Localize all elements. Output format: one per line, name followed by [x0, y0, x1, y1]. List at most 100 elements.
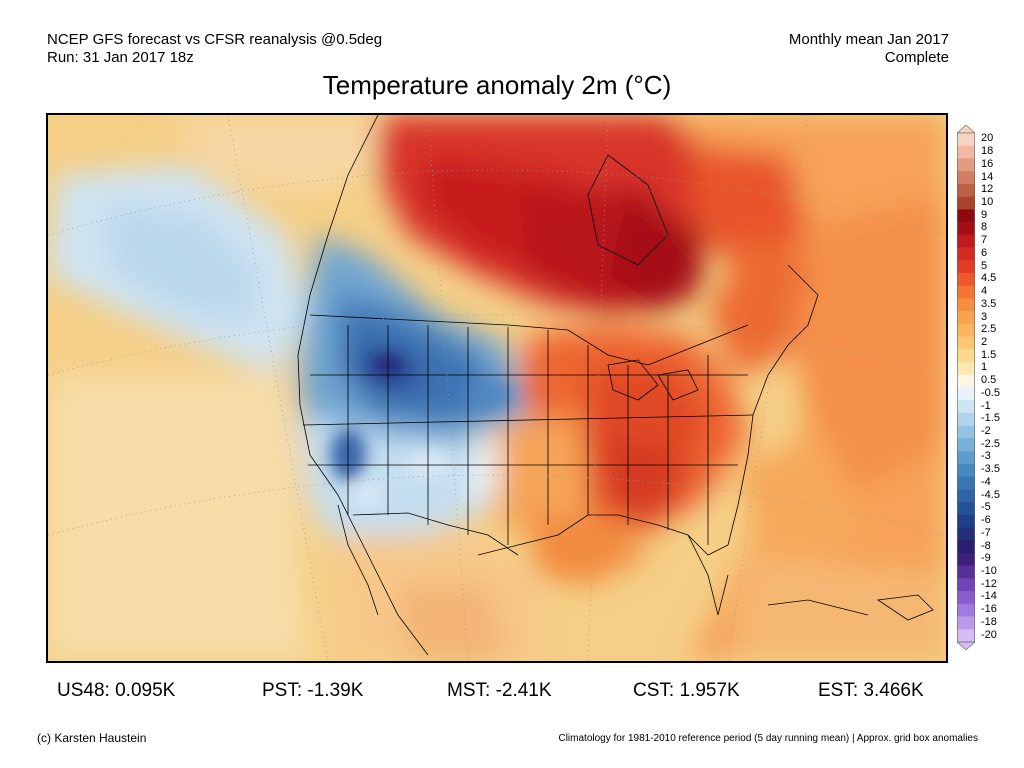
colorbar-label: -3: [981, 450, 991, 463]
colorbar-swatch: [957, 565, 975, 579]
climatology-note: Climatology for 1981-2010 reference peri…: [558, 733, 978, 744]
colorbar-swatch: [957, 323, 975, 337]
colorbar-label: -5: [981, 501, 991, 514]
colorbar-swatch: [957, 616, 975, 630]
colorbar-swatch: [957, 336, 975, 350]
graticule: [48, 115, 946, 661]
colorbar-label: 5: [981, 259, 988, 272]
colorbar-label: -16: [981, 603, 997, 616]
colorbar-label: -2.5: [981, 437, 1000, 450]
colorbar-label: 2.5: [981, 323, 997, 336]
colorbar-bottom-arrow: [956, 641, 976, 651]
period-label: Monthly mean Jan 2017: [788, 31, 949, 48]
colorbar-swatch: [957, 133, 975, 147]
colorbar-swatch: [957, 412, 975, 426]
run-time: Run: 31 Jan 2017 18z: [47, 49, 194, 66]
colorbar-swatch: [957, 285, 975, 299]
colorbar-label: 9: [981, 208, 988, 221]
colorbar-swatch: [957, 362, 975, 376]
colorbar-swatch: [957, 311, 975, 325]
colorbar-swatch: [957, 260, 975, 274]
colorbar-label: -2: [981, 425, 991, 438]
colorbar-swatch: [957, 158, 975, 172]
colorbar-swatch: [957, 196, 975, 210]
colorbar-swatch: [957, 451, 975, 465]
colorbar-swatch: [957, 183, 975, 197]
colorbar-label: 0.5: [981, 374, 997, 387]
stat-mst: MST: -2.41K: [447, 680, 552, 701]
colorbar-label: 3: [981, 310, 988, 323]
colorbar-label: -10: [981, 565, 997, 577]
colorbar-label: -8: [981, 539, 991, 552]
colorbar-swatch: [957, 272, 975, 286]
colorbar-label: 14: [981, 170, 994, 183]
colorbar-label: 18: [981, 145, 994, 158]
colorbar-swatch: [957, 514, 975, 528]
colorbar-label: -18: [981, 615, 997, 628]
colorbar-label: -6: [981, 514, 991, 527]
colorbar-label: 4: [981, 285, 988, 298]
colorbar-swatch: [957, 145, 975, 159]
colorbar-swatch: [957, 489, 975, 503]
colorbar-swatch: [957, 387, 975, 401]
colorbar-swatch: [957, 476, 975, 490]
credit: (c) Karsten Haustein: [37, 731, 147, 745]
colorbar-swatch: [957, 603, 975, 617]
colorbar-swatch: [957, 578, 975, 592]
colorbar-swatch: [957, 540, 975, 554]
colorbar-label: -4: [981, 475, 991, 488]
colorbar-label: 8: [981, 221, 988, 234]
colorbar-swatch: [957, 425, 975, 439]
colorbar-frame: [957, 132, 975, 643]
colorbar-swatch: [957, 234, 975, 248]
colorbar-svg: [956, 124, 976, 651]
colorbar-swatch: [957, 591, 975, 605]
anomaly-map-canvas: [48, 115, 946, 661]
stat-est: EST: 3.466K: [818, 680, 924, 701]
colorbar-swatch: [957, 527, 975, 541]
header-left: NCEP GFS forecast vs CFSR reanalysis @0.…: [47, 31, 382, 67]
map-title: Temperature anomaly 2m (°C): [322, 70, 672, 100]
colorbar-label: 20: [981, 132, 994, 145]
colorbar-label: 10: [981, 195, 994, 208]
boundaries: [297, 115, 934, 656]
colorbar-label: -20: [981, 628, 997, 641]
colorbar-label: 1.5: [981, 348, 997, 361]
colorbar-label: -3.5: [981, 463, 1000, 476]
colorbar-label: 3.5: [981, 297, 997, 310]
stat-us48: US48: 0.095K: [57, 680, 176, 701]
colorbar-label: 2: [981, 335, 988, 348]
colorbar-swatch: [957, 209, 975, 223]
colorbar-label: -12: [981, 577, 997, 590]
stat-pst: PST: -1.39K: [262, 680, 364, 701]
anomaly-map: [46, 113, 948, 663]
colorbar-label: 4.5: [981, 272, 997, 285]
colorbar-swatch: [957, 222, 975, 236]
colorbar-swatch: [957, 400, 975, 414]
colorbar-label: -1: [981, 399, 991, 412]
colorbar-label: -9: [981, 552, 991, 565]
colorbar-swatch: [957, 298, 975, 312]
stat-cst: CST: 1.957K: [633, 680, 740, 701]
colorbar-label: 12: [981, 183, 994, 196]
model-description: NCEP GFS forecast vs CFSR reanalysis @0.…: [47, 31, 383, 48]
colorbar-label: 1: [981, 361, 988, 374]
colorbar-swatch: [957, 349, 975, 363]
colorbar-swatch: [957, 552, 975, 566]
colorbar-swatch: [957, 463, 975, 477]
colorbar: [956, 124, 976, 651]
regional-stats: US48: 0.095K PST: -1.39K MST: -2.41K CST…: [0, 680, 1024, 704]
colorbar-swatch: [957, 502, 975, 516]
colorbar-label: 7: [981, 234, 988, 247]
colorbar-swatch: [957, 438, 975, 452]
header-right: Monthly mean Jan 2017 Complete: [789, 31, 949, 67]
colorbar-label: -7: [981, 526, 991, 539]
colorbar-label: -14: [981, 590, 997, 603]
colorbar-swatch: [957, 247, 975, 261]
colorbar-label: -1.5: [981, 412, 1000, 425]
colorbar-swatch: [957, 171, 975, 185]
colorbar-top-arrow: [956, 124, 976, 134]
completion-status: Complete: [884, 49, 949, 66]
colorbar-label: 16: [981, 157, 994, 170]
colorbar-label: -4.5: [981, 488, 1000, 501]
